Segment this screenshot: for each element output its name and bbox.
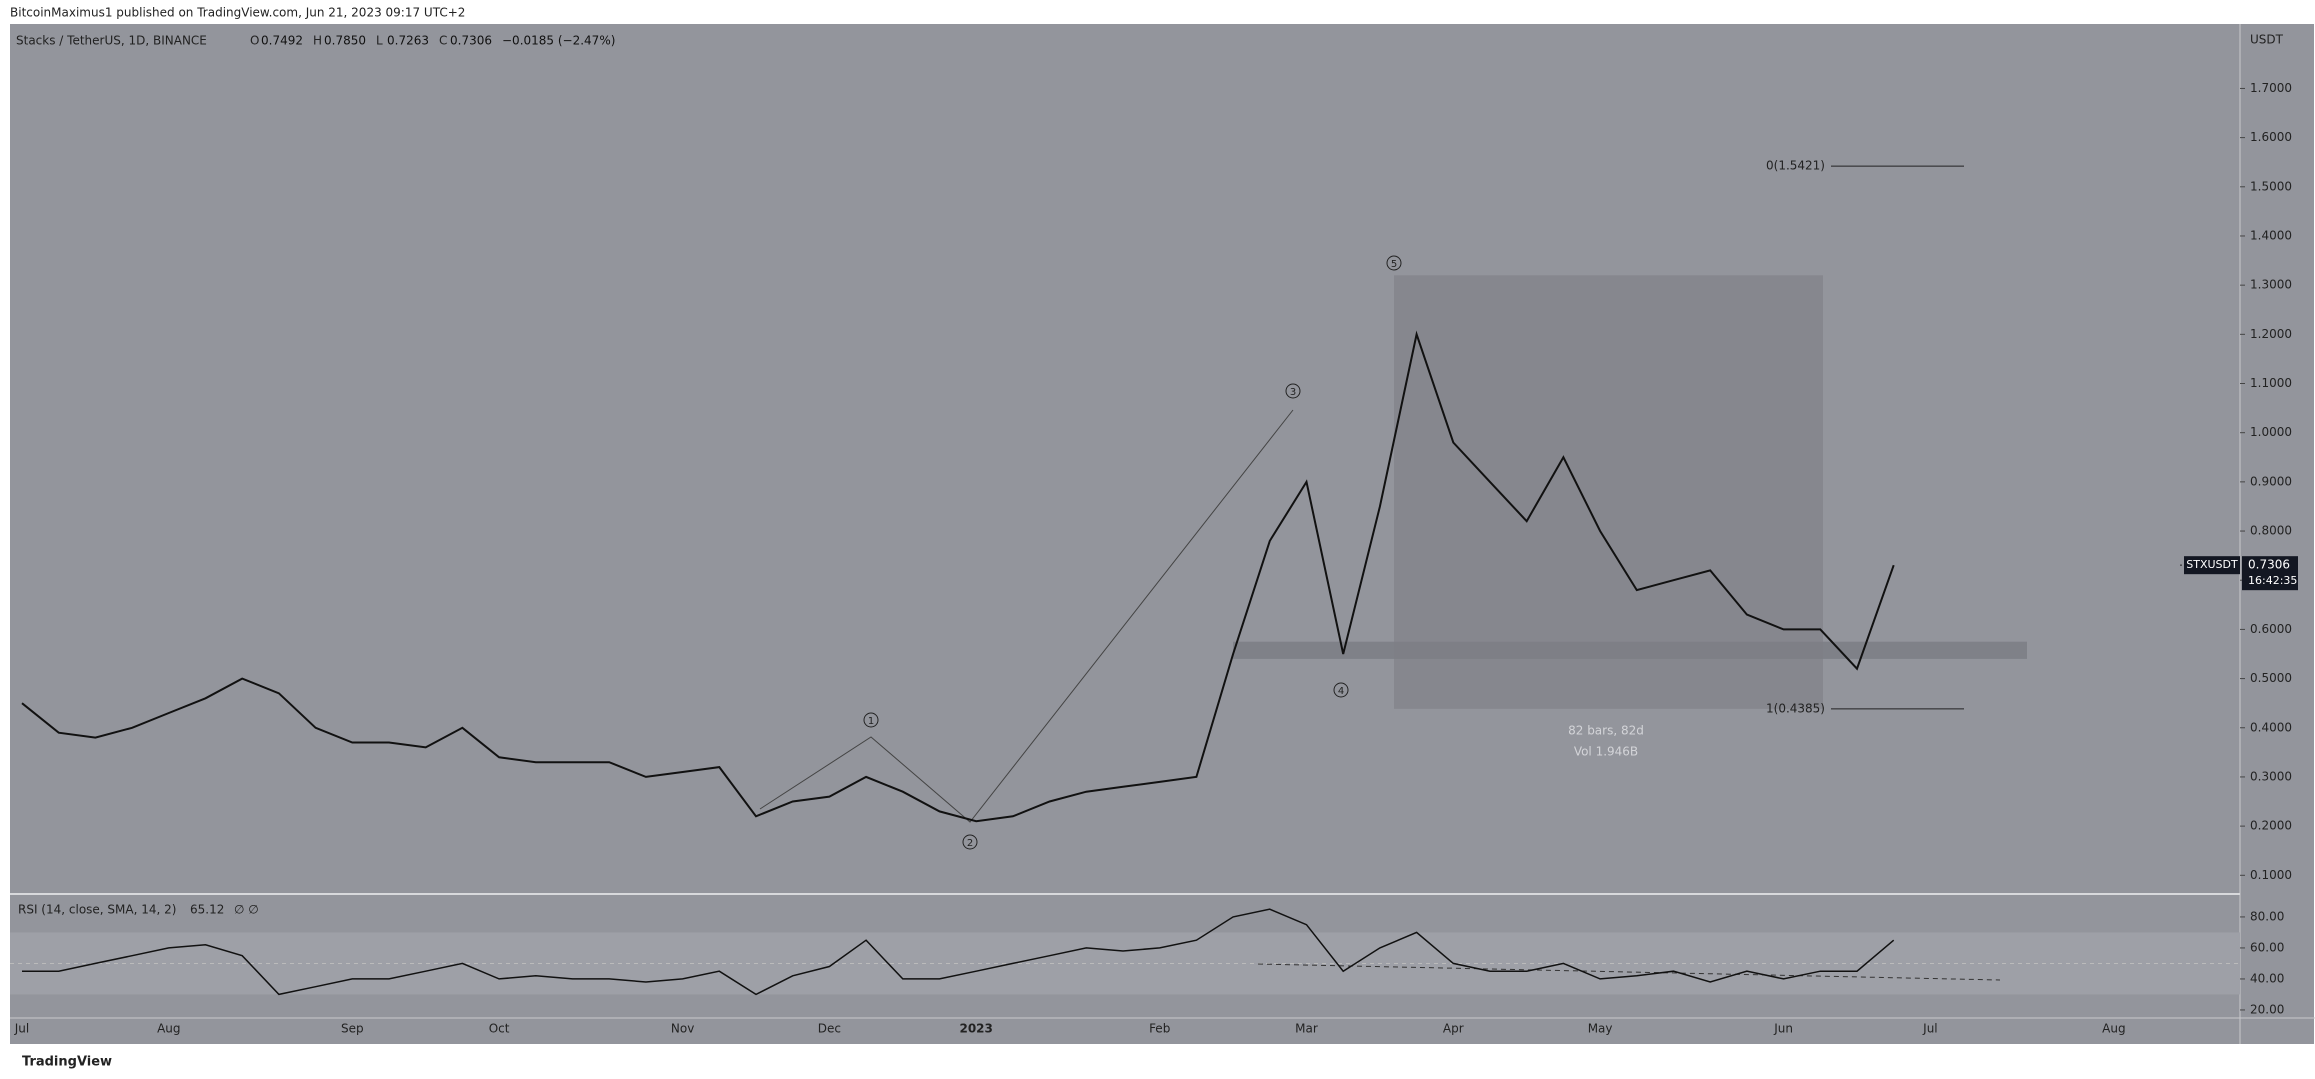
symbol: Stacks / TetherUS, 1D, BINANCE xyxy=(16,34,207,48)
y-tick-label: 1.6000 xyxy=(2250,130,2292,144)
ohlc-key: L xyxy=(376,34,383,48)
axis-unit: USDT xyxy=(2250,33,2284,47)
axis-bg xyxy=(2240,24,2314,1044)
rsi-tick-label: 80.00 xyxy=(2250,909,2284,923)
symbol-badge xyxy=(2184,556,2240,575)
y-tick-label: 1.4000 xyxy=(2250,228,2292,242)
price-badge-text: 0.7306 xyxy=(2248,558,2290,572)
y-tick-label: 1.0000 xyxy=(2250,425,2292,439)
rsi-tick-label: 60.00 xyxy=(2250,940,2284,954)
rsi-tick-label: 20.00 xyxy=(2250,1002,2284,1016)
rsi-tick-label: 40.00 xyxy=(2250,971,2284,985)
y-tick-label: 0.4000 xyxy=(2250,720,2292,734)
x-tick-label: Apr xyxy=(1443,1022,1464,1036)
fib-label: 1(0.4385) xyxy=(1766,701,1825,715)
wave-circle xyxy=(1333,682,1349,698)
y-tick-label: 1.5000 xyxy=(2250,179,2292,193)
symbol-badge-text: STXUSDT xyxy=(2186,558,2238,571)
y-tick-label: 0.3000 xyxy=(2250,769,2292,783)
x-tick-label: Aug xyxy=(2102,1022,2125,1036)
wave-line xyxy=(759,409,1294,823)
x-tick-label: Jun xyxy=(1773,1022,1793,1036)
change: −0.0185 (−2.47%) xyxy=(502,34,615,48)
plot-bg xyxy=(10,24,2240,1044)
wave-circle xyxy=(863,712,879,728)
x-tick-label: Oct xyxy=(489,1022,510,1036)
wave-labels: 1 2 3 4 5 xyxy=(863,255,1402,850)
wave-label: 2 xyxy=(967,838,973,849)
ohlc-value: 0.7306 xyxy=(450,34,492,48)
countdown-text: 16:42:35 xyxy=(2248,574,2297,587)
y-tick-label: 0.1000 xyxy=(2250,868,2292,882)
publisher: BitcoinMaximus1 published on TradingView… xyxy=(10,6,465,20)
fib-label: 0(1.5421) xyxy=(1766,159,1825,173)
ohlc-value: 0.7263 xyxy=(387,34,429,48)
rsi-extra: ∅ ∅ xyxy=(234,903,259,917)
wave-circle xyxy=(1285,383,1301,399)
wave-circle xyxy=(962,834,978,850)
ohlc-key: O xyxy=(250,34,259,48)
x-tick-label: 2023 xyxy=(959,1022,992,1036)
wave-circle xyxy=(1386,255,1402,271)
rsi-value: 65.12 xyxy=(190,903,224,917)
x-tick-label: Dec xyxy=(818,1022,841,1036)
rsi-line xyxy=(22,908,1895,996)
range-box xyxy=(1394,275,1823,709)
price-badge xyxy=(2242,556,2298,591)
wave-label: 3 xyxy=(1290,387,1296,398)
ohlc-value: 0.7492 xyxy=(261,34,303,48)
wave-label: 4 xyxy=(1338,686,1344,697)
y-tick-label: 1.3000 xyxy=(2250,278,2292,292)
x-tick-label: Mar xyxy=(1295,1022,1318,1036)
y-tick-label: 0.9000 xyxy=(2250,474,2292,488)
wave-label: 5 xyxy=(1391,259,1397,270)
price-line xyxy=(21,330,1895,823)
x-tick-label: Nov xyxy=(671,1022,694,1036)
ohlc-key: C xyxy=(439,34,447,48)
x-tick-label: Sep xyxy=(341,1022,364,1036)
y-tick-label: 1.2000 xyxy=(2250,327,2292,341)
rsi-title: RSI (14, close, SMA, 14, 2) xyxy=(18,903,176,917)
y-tick-label: 0.2000 xyxy=(2250,819,2292,833)
ohlc-value: 0.7850 xyxy=(324,34,366,48)
x-tick-label: Aug xyxy=(157,1022,180,1036)
y-tick-label: 1.7000 xyxy=(2250,81,2292,95)
x-tick-label: Feb xyxy=(1149,1022,1170,1036)
wave-label: 1 xyxy=(868,716,874,727)
x-tick-label: Jul xyxy=(14,1022,29,1036)
x-tick-label: Jul xyxy=(1922,1022,1937,1036)
range-bars: 82 bars, 82d xyxy=(1568,723,1644,737)
y-tick-label: 1.1000 xyxy=(2250,376,2292,390)
y-tick-label: 0.6000 xyxy=(2250,622,2292,636)
x-tick-label: May xyxy=(1588,1022,1613,1036)
rsi-trendline xyxy=(1257,963,2001,981)
range-volume: Vol 1.946B xyxy=(1574,744,1638,758)
logo: TradingView xyxy=(22,1055,112,1070)
y-tick-label: 0.5000 xyxy=(2250,671,2292,685)
ohlc-key: H xyxy=(313,34,322,48)
y-tick-label: 0.8000 xyxy=(2250,524,2292,538)
